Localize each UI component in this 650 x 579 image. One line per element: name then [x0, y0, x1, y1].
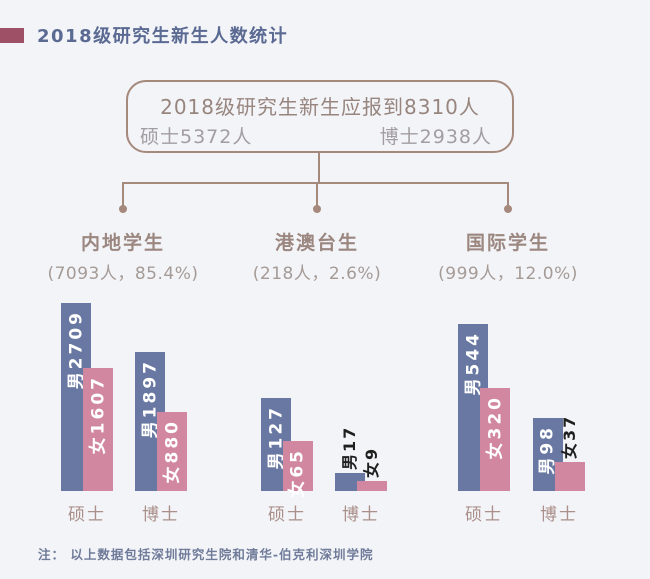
connector-hline	[122, 182, 509, 184]
bar-label-2-2-2: 女9	[362, 446, 381, 478]
bar-label-3-1-1: 男544	[463, 331, 483, 396]
group-name-1: 内地学生	[80, 232, 165, 254]
bar-pair-3-1: 男544 女320	[458, 303, 510, 491]
summary-breakdown: 硕士5372人 博士2938人	[128, 120, 512, 149]
bar-pair-3-2: 男98 女37	[533, 303, 585, 491]
bar-label-2-1-2: 女65	[288, 448, 308, 498]
group-stats-1: (7093人，85.4%)	[47, 264, 199, 284]
bar-label-3-2-2: 女37	[560, 414, 579, 459]
connector-vline	[318, 153, 320, 183]
connector-dot-icon-3	[504, 205, 512, 213]
connector-drop-3	[507, 182, 509, 207]
group-header-3: 国际学生 (999人，12.0%)	[398, 228, 618, 284]
group-stats-2: (218人，2.6%)	[252, 264, 382, 284]
bar-label-1-2-2: 女880	[162, 419, 182, 484]
connector-dot-icon-1	[119, 205, 127, 213]
female-bar-3-1: 女320	[480, 388, 510, 491]
category-label-3-2: 博士	[540, 505, 578, 525]
page-title: 2018级研究生新生人数统计	[37, 26, 289, 47]
summary-masters: 硕士5372人	[140, 126, 253, 148]
category-label-2-2: 博士	[342, 505, 380, 525]
summary-total: 2018级研究生新生应报到8310人	[160, 95, 480, 119]
female-bar-3-2: 女37	[555, 415, 585, 491]
bar-pair-1-1: 男2709 女1607	[61, 303, 113, 491]
connector-drop-2	[316, 182, 318, 207]
category-label-2-1: 硕士	[268, 505, 306, 525]
category-label-1-2: 博士	[142, 505, 180, 525]
bar-label-3-1-2: 女320	[485, 395, 505, 460]
summary-box: 2018级研究生新生应报到8310人 硕士5372人 博士2938人	[126, 80, 514, 153]
female-bar-2-1: 女65	[283, 441, 313, 498]
connector-dot-icon-2	[313, 205, 321, 213]
bar-pair-2-1: 男127 女65	[261, 303, 313, 498]
group-header-1: 内地学生 (7093人，85.4%)	[13, 228, 233, 284]
footnote: 注： 以上数据包括深圳研究生院和清华-伯克利深圳学院	[38, 547, 374, 562]
category-label-3-1: 硕士	[465, 505, 503, 525]
female-bar-1-2: 女880	[157, 412, 187, 491]
summary-doctors: 博士2938人	[379, 126, 492, 148]
connector-drop-1	[122, 182, 124, 207]
group-stats-3: (999人，12.0%)	[438, 264, 578, 284]
title-bullet-icon	[0, 27, 24, 43]
group-name-3: 国际学生	[465, 232, 550, 254]
bar-pair-2-2: 男17 女9	[335, 303, 387, 491]
category-label-1-1: 硕士	[68, 505, 106, 525]
group-header-2: 港澳台生 (218人，2.6%)	[207, 228, 427, 284]
female-bar-1-1: 女1607	[83, 368, 113, 491]
group-name-2: 港澳台生	[274, 232, 359, 254]
bar-pair-1-2: 男1897 女880	[135, 303, 187, 491]
page-header: 2018级研究生新生人数统计	[0, 22, 288, 48]
bar-label-2-2-1: 男17	[340, 425, 359, 470]
female-bar-2-2: 女9	[357, 447, 387, 491]
bar-label-1-1-2: 女1607	[88, 375, 108, 455]
